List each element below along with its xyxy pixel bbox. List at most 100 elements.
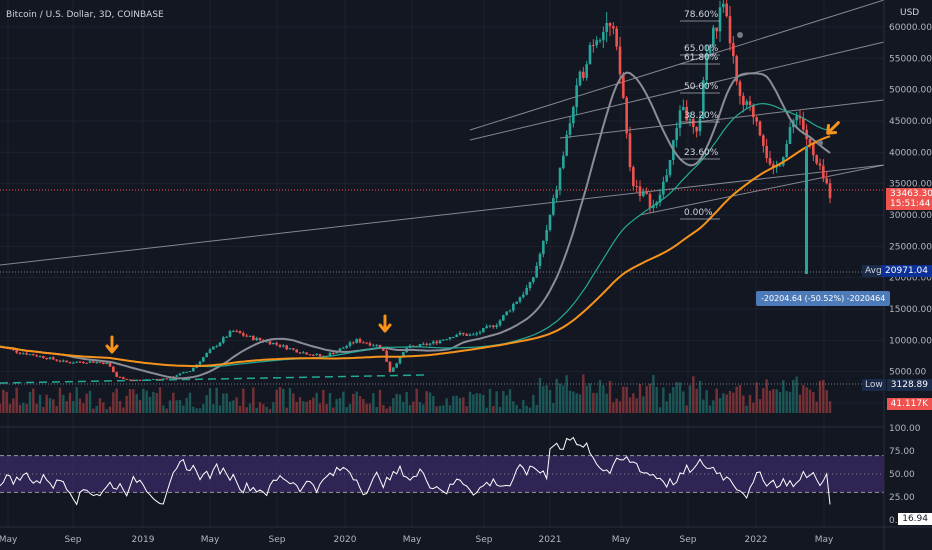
volume-bar (5, 391, 8, 413)
candle-body (808, 138, 812, 144)
volume-bar (562, 385, 565, 413)
volume-bar (788, 391, 792, 413)
candle-body (338, 348, 342, 352)
candle-body (625, 97, 628, 134)
volume-bar (695, 388, 698, 413)
candle-body (238, 331, 242, 334)
candle-body (315, 354, 318, 356)
candle-body (412, 345, 415, 347)
volume-bar (132, 389, 135, 413)
candle-body (678, 110, 682, 129)
candle-body (425, 343, 428, 345)
volume-bar (442, 405, 445, 413)
volume-bar (302, 401, 305, 413)
volume-bar (812, 392, 815, 413)
fib-level-label: 61.80% (684, 53, 719, 63)
volume-bar (188, 392, 192, 413)
volume-bar (255, 407, 258, 413)
candle-body (175, 375, 178, 377)
candle-body (662, 181, 665, 195)
candle-body (155, 379, 158, 381)
volume-bar (822, 380, 825, 413)
candle-body (202, 357, 205, 362)
volume-bar (665, 401, 668, 413)
candle-body (242, 333, 245, 336)
volume-bar (0, 403, 2, 413)
candle-body (565, 134, 568, 156)
candle-body (708, 45, 712, 54)
candle-body (95, 362, 98, 364)
time-tick-label: Sep (269, 535, 286, 545)
volume-bar (572, 391, 575, 413)
volume-bar (815, 401, 818, 413)
candle-body (602, 31, 605, 41)
volume-bar (32, 388, 35, 413)
volume-bar (142, 388, 145, 413)
volume-bar (115, 388, 118, 413)
volume-bar (728, 390, 732, 413)
candle-body (722, 3, 725, 8)
candle-body (205, 353, 208, 358)
low-label: Low (862, 379, 886, 391)
volume-bar (438, 405, 442, 413)
candle-body (668, 160, 672, 176)
volume-bar (45, 394, 48, 413)
volume-bar (338, 398, 342, 413)
volume-bar (495, 391, 498, 413)
time-tick-label: May (0, 535, 18, 545)
candle-body (588, 45, 592, 65)
volume-bar (598, 379, 602, 413)
volume-bar (708, 405, 712, 413)
volume-bar (325, 404, 328, 413)
volume-bar (308, 399, 312, 413)
volume-bar (655, 386, 658, 413)
measure-annotation[interactable]: -20204.64 (-50.52%) -2020464 (756, 291, 891, 306)
volume-bar (235, 397, 238, 413)
rsi-line (0, 436, 831, 506)
volume-bar (462, 397, 465, 413)
candle-body (495, 325, 498, 328)
volume-bar (42, 407, 45, 413)
time-tick-label: Sep (65, 535, 82, 545)
candle-body (435, 341, 438, 344)
volume-bar (275, 389, 278, 413)
fibonacci-retracement: 78.60% 65.00%61.80% 50.00% 38.20% 23.60% 0.00… (680, 10, 720, 220)
volume-bar (162, 405, 165, 413)
volume-bar (392, 398, 395, 413)
time-tick-label: May (612, 535, 631, 545)
candle-body (275, 342, 278, 345)
volume-bar (748, 394, 752, 413)
volume-bar (165, 408, 168, 413)
volume-bar (558, 383, 562, 413)
volume-bar (718, 397, 722, 413)
volume-bar (95, 405, 98, 413)
candle-body (198, 361, 202, 365)
candle-body (752, 104, 755, 118)
candle-body (615, 28, 618, 47)
volume-bar (128, 389, 132, 413)
candle-body (478, 332, 482, 334)
volume-bar (738, 384, 742, 413)
candle-body (32, 354, 35, 356)
volume-bar (455, 395, 458, 413)
volume-bar (298, 397, 302, 413)
volume-bar (685, 405, 688, 413)
volume-bar (58, 387, 62, 413)
trend-line (469, 41, 885, 141)
volume-bar (48, 398, 52, 413)
volume-bar (632, 393, 635, 413)
candle-body (592, 45, 595, 47)
price-tick-label: 45000.00 (889, 117, 932, 127)
candle-body (25, 353, 28, 355)
candle-body (218, 342, 222, 347)
volume-bar (478, 393, 482, 413)
volume-bar (68, 392, 72, 413)
volume-bar (802, 385, 805, 413)
candle-body (128, 379, 132, 381)
candle-body (258, 337, 262, 341)
pivot-dot (737, 32, 743, 38)
candle-body (292, 348, 295, 350)
volume-bar (652, 374, 655, 413)
volume-bar (622, 386, 625, 413)
